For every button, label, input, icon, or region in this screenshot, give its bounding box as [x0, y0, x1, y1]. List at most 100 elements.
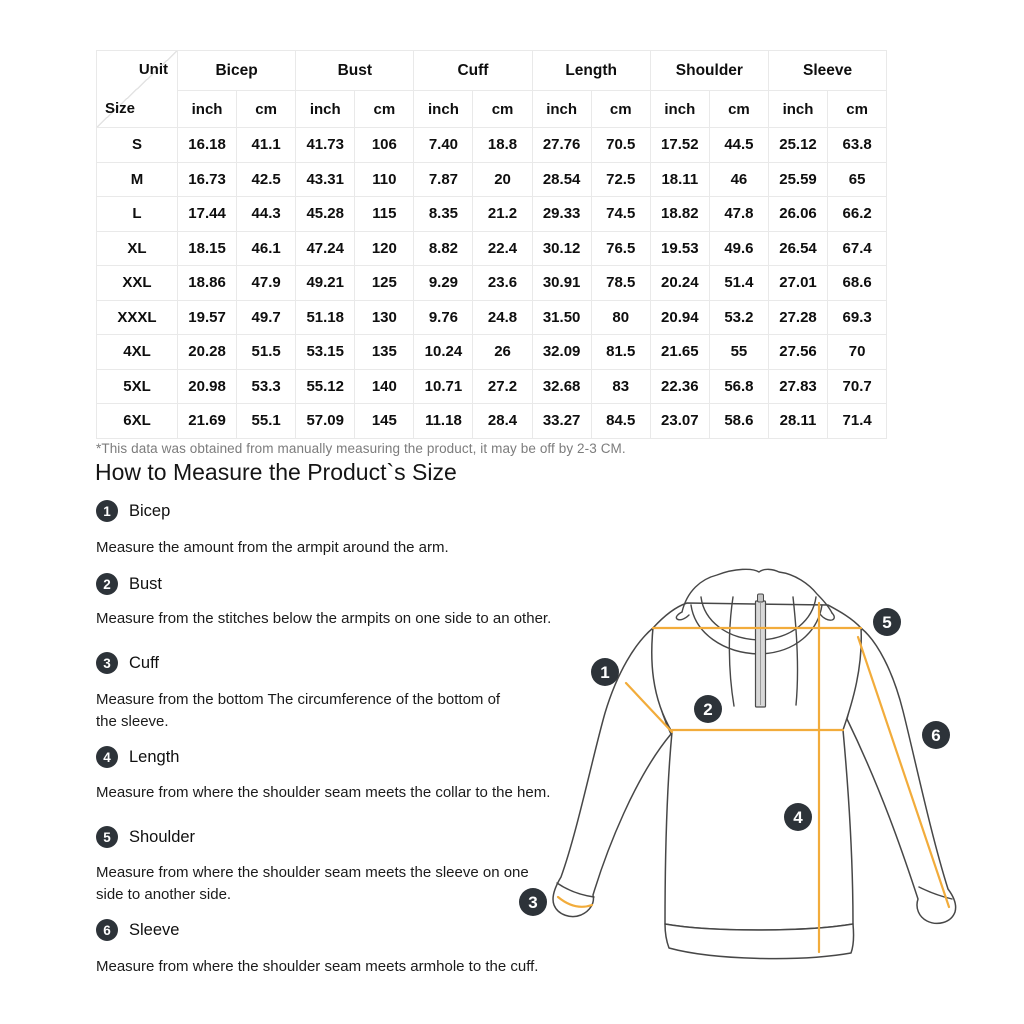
size-value-cell: 8.82 — [413, 230, 474, 266]
step-label: Bicep — [129, 501, 171, 520]
size-value-cell: 20.28 — [176, 334, 238, 370]
measurement-lines — [556, 601, 951, 954]
size-value-cell: 19.53 — [649, 230, 710, 266]
size-value-cell: 53.15 — [295, 334, 356, 370]
size-value-cell: 56.8 — [708, 368, 769, 404]
size-value-cell: 70.7 — [827, 368, 888, 404]
sleeve-measure-line — [856, 635, 951, 909]
size-table-row: 6XL 21.69 55.1 57.09 145 11.18 28.4 33.27 84.5 23… — [96, 403, 888, 439]
size-value-cell: 120 — [354, 230, 415, 266]
zipper-pull — [757, 593, 764, 603]
step-number-badge: 4 — [96, 746, 118, 768]
size-table-row: S 16.18 41.1 41.73 106 7.40 18.8 27.76 70.5 17.52… — [96, 127, 888, 163]
size-row-label: L — [96, 196, 178, 232]
size-value-cell: 72.5 — [590, 161, 651, 197]
step-description: Measure from the bottom The circumferenc… — [96, 691, 501, 730]
size-value-cell: 41.73 — [295, 127, 356, 163]
size-table-row: 5XL 20.98 53.3 55.12 140 10.71 27.2 32.68 83 22.3… — [96, 368, 888, 404]
unit-header-cell: inch — [295, 90, 356, 128]
size-value-cell: 22.4 — [472, 230, 533, 266]
size-value-cell: 17.44 — [176, 196, 238, 232]
marker-2-circle — [694, 695, 722, 723]
size-value-cell: 7.40 — [413, 127, 474, 163]
unit-header-cell: cm — [236, 90, 297, 128]
size-value-cell: 10.71 — [413, 368, 474, 404]
measurement-disclaimer: *This data was obtained from manually me… — [96, 441, 626, 456]
size-value-cell: 26.54 — [767, 230, 829, 266]
size-value-cell: 22.36 — [649, 368, 710, 404]
size-value-cell: 28.4 — [472, 403, 533, 439]
size-value-cell: 49.7 — [236, 299, 297, 335]
step-heading-shoulder: 5 Shoulder — [96, 826, 195, 848]
size-row-label: 6XL — [96, 403, 178, 439]
step-heading-bicep: 1 Bicep — [96, 500, 170, 522]
step-label: Length — [129, 747, 180, 766]
step-description: Measure from where the shoulder seam mee… — [96, 864, 529, 903]
size-value-cell: 27.01 — [767, 265, 829, 301]
size-value-cell: 115 — [354, 196, 415, 232]
column-group-bust: Bust — [295, 50, 415, 91]
size-value-cell: 47.24 — [295, 230, 356, 266]
size-value-cell: 106 — [354, 127, 415, 163]
step-heading-sleeve: 6 Sleeve — [96, 919, 179, 941]
size-value-cell: 70.5 — [590, 127, 651, 163]
step-number-badge: 6 — [96, 919, 118, 941]
column-group-sleeve: Sleeve — [767, 50, 888, 91]
size-value-cell: 74.5 — [590, 196, 651, 232]
size-row-label: 4XL — [96, 334, 178, 370]
size-value-cell: 26.06 — [767, 196, 829, 232]
unit-header-cell: cm — [590, 90, 651, 128]
size-value-cell: 41.1 — [236, 127, 297, 163]
size-value-cell: 51.4 — [708, 265, 769, 301]
size-value-cell: 130 — [354, 299, 415, 335]
size-table-row: 4XL 20.28 51.5 53.15 135 10.24 26 32.09 81.5 21.6… — [96, 334, 888, 370]
size-table-row: L 17.44 44.3 45.28 115 8.35 21.2 29.33 74.5 18.82… — [96, 196, 888, 232]
marker-2-number: 2 — [703, 700, 712, 719]
size-value-cell: 63.8 — [827, 127, 888, 163]
size-value-cell: 53.2 — [708, 299, 769, 335]
step-number-badge: 2 — [96, 573, 118, 595]
step-label: Cuff — [129, 653, 159, 672]
size-value-cell: 18.82 — [649, 196, 710, 232]
size-value-cell: 110 — [354, 161, 415, 197]
size-value-cell: 19.57 — [176, 299, 238, 335]
left-cuff-seam — [556, 882, 595, 898]
unit-header-cell: inch — [176, 90, 238, 128]
size-value-cell: 135 — [354, 334, 415, 370]
marker-1-circle — [591, 658, 619, 686]
size-value-cell: 20.98 — [176, 368, 238, 404]
right-drawstring — [792, 596, 799, 706]
size-value-cell: 23.6 — [472, 265, 533, 301]
size-value-cell: 20 — [472, 161, 533, 197]
unit-header-cell: inch — [413, 90, 474, 128]
size-value-cell: 27.28 — [767, 299, 829, 335]
size-value-cell: 71.4 — [827, 403, 888, 439]
diagonal-divider — [97, 51, 177, 127]
body-shape — [651, 602, 863, 931]
size-value-cell: 67.4 — [827, 230, 888, 266]
hood-outline — [681, 568, 833, 614]
size-value-cell: 21.65 — [649, 334, 710, 370]
size-value-cell: 20.94 — [649, 299, 710, 335]
size-value-cell: 51.5 — [236, 334, 297, 370]
size-value-cell: 16.73 — [176, 161, 238, 197]
size-row-label: XXL — [96, 265, 178, 301]
size-value-cell: 83 — [590, 368, 651, 404]
size-value-cell: 76.5 — [590, 230, 651, 266]
size-value-cell: 44.5 — [708, 127, 769, 163]
size-value-cell: 51.18 — [295, 299, 356, 335]
marker-6-number: 6 — [931, 726, 940, 745]
size-value-cell: 55 — [708, 334, 769, 370]
size-value-cell: 32.68 — [531, 368, 592, 404]
hood-left-flap — [675, 611, 690, 621]
size-table-row: XXXL 19.57 49.7 51.18 130 9.76 24.8 31.50 80 20.9… — [96, 299, 888, 335]
size-value-cell: 24.8 — [472, 299, 533, 335]
corner-size-label: Size — [105, 100, 136, 117]
column-group-length: Length — [531, 50, 651, 91]
unit-header-cell: inch — [767, 90, 829, 128]
size-value-cell: 31.50 — [531, 299, 592, 335]
cuff-measure-line — [556, 895, 594, 908]
size-value-cell: 49.6 — [708, 230, 769, 266]
unit-header-cell: cm — [708, 90, 769, 128]
